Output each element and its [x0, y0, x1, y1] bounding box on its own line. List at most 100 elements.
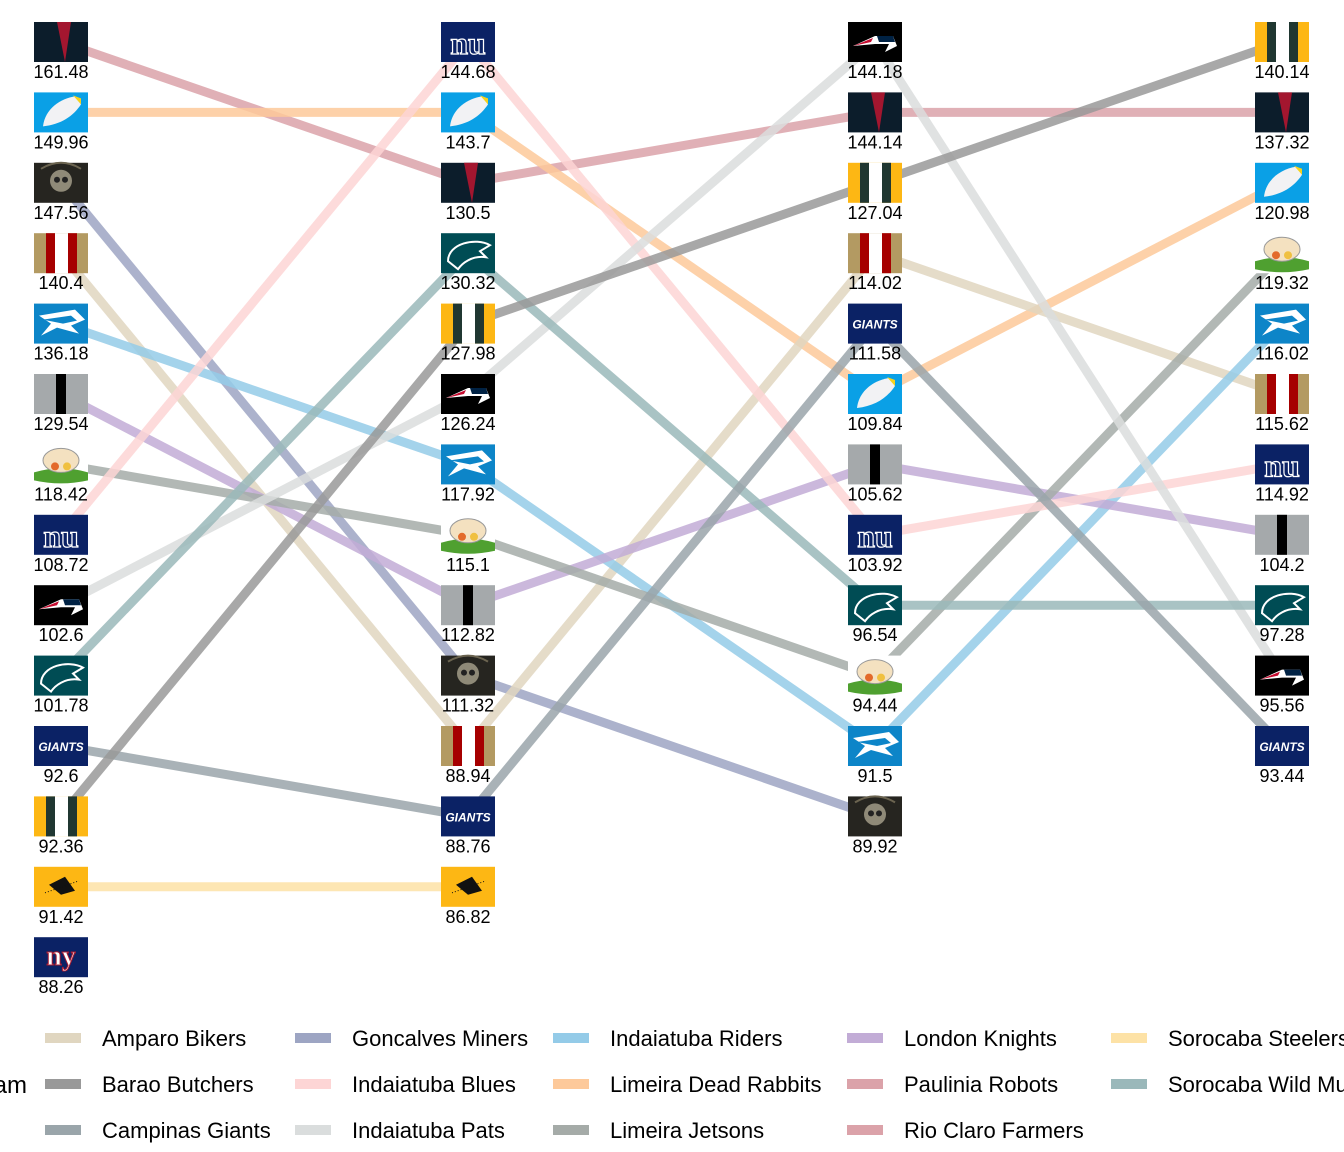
series-line-sorocaba-wild-mustangs: [57, 250, 472, 679]
team-logo-gold-red-stripes: [848, 233, 902, 274]
team-logo-cartoon: [848, 655, 902, 696]
series-line-indaiatuba-riders: [59, 319, 470, 469]
value-label: 88.76: [445, 836, 490, 856]
team-logo-eagle: [848, 585, 902, 626]
svg-text:nu: nu: [43, 518, 79, 554]
value-label: 92.36: [38, 836, 83, 856]
legend-label: Barao Butchers: [102, 1072, 254, 1097]
series-line-sorocaba-wild-mustangs: [465, 249, 878, 609]
legend-swatch: [45, 1125, 81, 1135]
svg-text:GIANTS: GIANTS: [38, 740, 83, 754]
series-line-indaiatuba-blues: [874, 459, 1283, 540]
value-label: 91.42: [38, 907, 83, 927]
legend-item: Limeira Jetsons: [553, 1118, 764, 1143]
value-label: 94.44: [852, 696, 897, 716]
team-logo-cartoon: [34, 444, 88, 485]
team-logo-red-wedge: [1255, 92, 1309, 133]
value-label: 147.56: [33, 203, 88, 223]
legend-item: Limeira Dead Rabbits: [553, 1072, 822, 1097]
svg-text:nu: nu: [450, 25, 486, 61]
value-label: 127.98: [440, 344, 495, 364]
team-logo-gray-black-stripe: [1255, 514, 1309, 555]
legend-swatch: [1111, 1079, 1147, 1089]
team-logo-gold-red-stripes: [441, 726, 495, 766]
team-logo-patriot: [34, 585, 88, 626]
value-label: 105.62: [847, 484, 902, 504]
legend-item: Indaiatuba Pats: [295, 1118, 505, 1143]
svg-text:nu: nu: [1264, 447, 1300, 483]
series-line-barao-butchers: [873, 37, 1284, 188]
team-logo-green-gold-stripes: [34, 796, 88, 837]
value-label: 118.42: [34, 484, 88, 504]
legend-swatch: [295, 1125, 331, 1135]
team-logo-red-wedge: [441, 162, 495, 203]
value-label: 95.56: [1259, 696, 1304, 716]
team-logo-steeler: [34, 866, 88, 907]
legend-item: Rio Claro Farmers: [847, 1118, 1084, 1143]
legend-item: Indaiatuba Blues: [295, 1072, 516, 1097]
team-logo-skull: [441, 654, 495, 696]
team-logo-giants: GIANTS: [34, 726, 88, 766]
legend-swatch: [847, 1033, 883, 1043]
legend-label: London Knights: [904, 1026, 1057, 1051]
team-logo-gray-black-stripe: [34, 374, 88, 414]
series-line-rio-claro-farmers: [467, 107, 876, 188]
series-line-amparo-bikers: [873, 248, 1284, 399]
team-logo-patriot: [1255, 655, 1309, 696]
team-logo-red-wedge: [848, 92, 902, 133]
legend-swatch: [1111, 1033, 1147, 1043]
legend-label: Rio Claro Farmers: [904, 1118, 1084, 1143]
legend-label: Indaiatuba Blues: [352, 1072, 516, 1097]
team-logo-cartoon: [441, 514, 495, 555]
series-line-campinas-giants: [464, 320, 879, 820]
value-label: 126.24: [440, 414, 495, 434]
svg-text:nu: nu: [857, 518, 893, 554]
legend-label: Sorocaba Wild Mustangs: [1168, 1072, 1344, 1097]
team-logo-panther: [848, 726, 902, 766]
team-logo-ny: ny: [34, 937, 88, 978]
team-logo-eagle: [441, 233, 495, 274]
legend-item: Barao Butchers: [45, 1072, 254, 1097]
value-label: 137.32: [1254, 132, 1309, 152]
series-line-amparo-bikers: [464, 250, 879, 749]
team-logos: 161.48 130.5 144.14 137.32 149.96 143.7 109.84…: [33, 22, 1310, 997]
team-logo-green-gold-stripes: [1255, 22, 1309, 62]
value-label: 114.92: [1255, 484, 1309, 504]
svg-text:GIANTS: GIANTS: [445, 810, 490, 824]
value-label: 86.82: [445, 907, 490, 927]
team-logo-feather: [1255, 162, 1309, 203]
value-label: 104.2: [1259, 555, 1304, 575]
series-lines: [57, 37, 1286, 892]
team-logo-nu: nu: [1255, 444, 1309, 485]
value-label: 130.5: [445, 203, 490, 223]
series-line-indaiatuba-pats: [58, 390, 471, 610]
team-logo-feather: [848, 374, 902, 414]
series-line-limeira-jetsons: [871, 250, 1286, 679]
team-logo-giants: GIANTS: [848, 303, 902, 344]
team-logo-skull: [848, 795, 902, 837]
team-logo-gray-black-stripe: [441, 585, 495, 626]
team-logo-eagle: [1255, 585, 1309, 626]
team-logo-patriot: [441, 374, 495, 414]
team-logo-nu: nu: [34, 514, 88, 555]
legend: Team Amparo Bikers Barao Butchers Campinas…: [0, 1026, 1344, 1143]
value-label: 119.32: [1255, 273, 1309, 293]
value-label: 109.84: [847, 414, 902, 434]
legend-label: Sorocaba Steelers: [1168, 1026, 1344, 1051]
series-line-campinas-giants: [60, 741, 469, 821]
legend-label: Indaiatuba Riders: [610, 1026, 782, 1051]
legend-swatch: [45, 1079, 81, 1089]
value-label: 93.44: [1259, 766, 1304, 786]
value-label: 108.72: [33, 555, 88, 575]
value-label: 103.92: [847, 555, 902, 575]
series-line-barao-butchers: [57, 320, 472, 820]
legend-item: Indaiatuba Riders: [553, 1026, 782, 1051]
value-label: 117.92: [441, 484, 495, 504]
team-logo-gray-black-stripe: [848, 444, 902, 485]
series-line-goncalves-miners: [466, 671, 877, 821]
series-line-indaiatuba-pats: [871, 39, 1286, 679]
team-logo-cartoon: [1255, 233, 1309, 274]
legend-swatch: [553, 1079, 589, 1089]
value-label: 136.18: [33, 344, 88, 364]
value-label: 88.26: [38, 977, 83, 997]
